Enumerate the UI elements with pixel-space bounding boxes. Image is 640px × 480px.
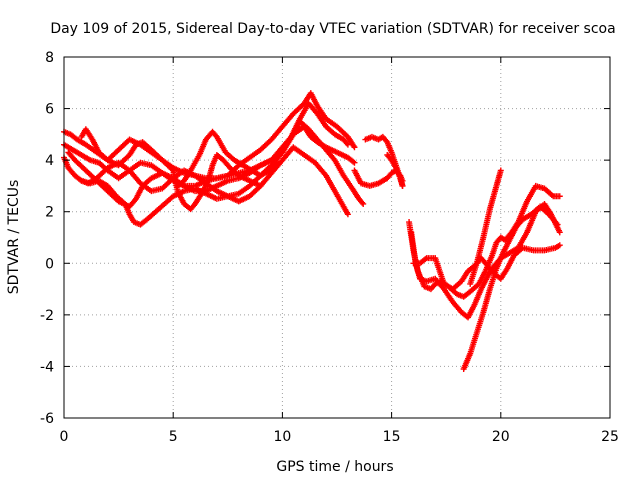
series-6 — [78, 126, 264, 213]
y-tick-label: 2 — [45, 205, 54, 221]
series-14 — [460, 203, 561, 373]
data-point — [257, 182, 264, 189]
data-point — [399, 182, 406, 189]
x-tick-label: 25 — [601, 429, 619, 445]
y-tick-label: 0 — [45, 256, 54, 272]
axis-ticks: 0 5 10 15 20 25 -6 -4 -2 0 2 4 6 8 — [40, 50, 619, 445]
series-7 — [174, 128, 282, 189]
data-point — [360, 200, 367, 207]
data-point — [344, 141, 351, 148]
data-point — [351, 159, 358, 166]
y-axis-label: SDTVAR / TECUs — [6, 180, 22, 295]
y-tick-label: 4 — [45, 153, 54, 169]
data-point — [351, 144, 358, 151]
data-point — [343, 140, 350, 147]
chart-title: Day 109 of 2015, Sidereal Day-to-day VTE… — [50, 21, 615, 37]
x-tick-label: 20 — [492, 429, 510, 445]
x-tick-label: 10 — [273, 429, 291, 445]
data-point — [212, 132, 219, 139]
data-point — [497, 167, 504, 174]
data-point — [359, 199, 366, 206]
series-15 — [467, 167, 504, 287]
plot-frame — [63, 56, 611, 419]
data-points — [61, 90, 563, 373]
y-tick-label: -2 — [40, 308, 54, 324]
data-point — [556, 242, 563, 249]
x-tick-label: 0 — [60, 429, 69, 445]
x-tick-label: 15 — [383, 429, 401, 445]
series-10 — [384, 151, 406, 189]
data-point — [383, 137, 390, 144]
data-point — [556, 193, 563, 200]
data-point — [275, 159, 282, 166]
data-point — [556, 229, 563, 236]
y-tick-label: -6 — [40, 411, 54, 427]
x-tick-label: 5 — [169, 429, 178, 445]
y-tick-label: -4 — [40, 359, 54, 375]
y-tick-label: 6 — [45, 102, 54, 118]
x-axis-label: GPS time / hours — [276, 459, 393, 475]
y-tick-label: 8 — [45, 50, 54, 66]
data-point — [344, 211, 351, 218]
data-point — [554, 221, 561, 228]
